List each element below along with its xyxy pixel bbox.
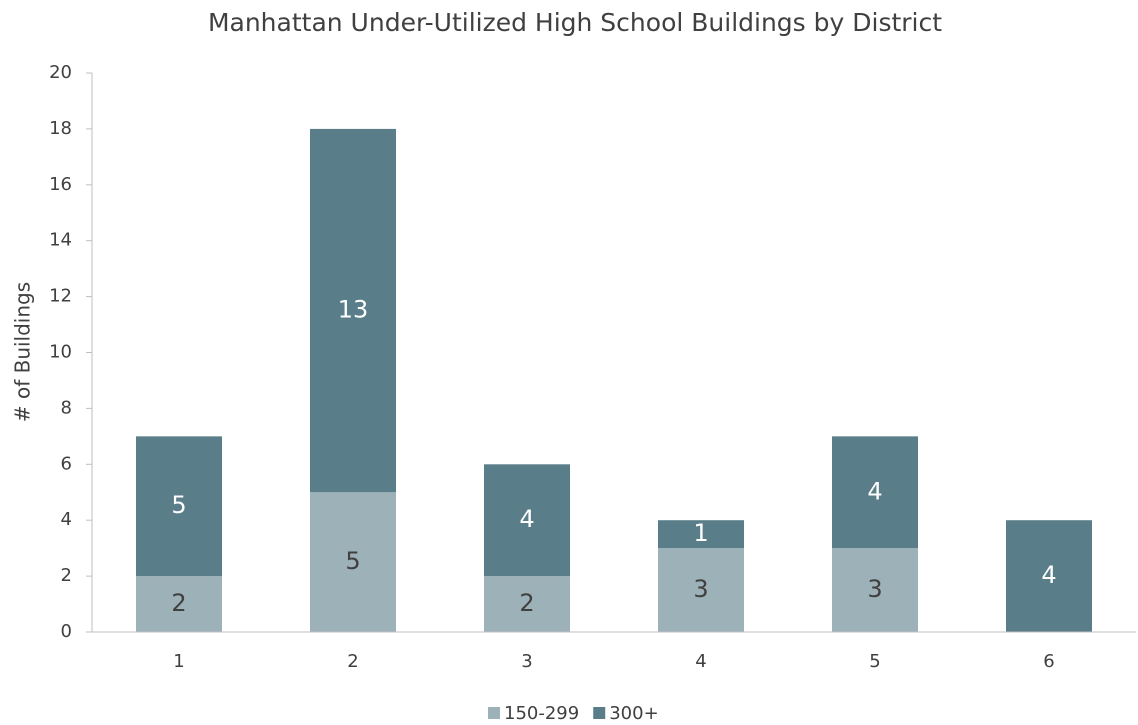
bar-segment — [136, 436, 222, 577]
x-tick-label: 5 — [869, 651, 880, 672]
bar-segment — [658, 520, 744, 549]
legend-swatch — [593, 707, 606, 719]
data-label: 2 — [519, 589, 534, 617]
y-tick-label: 20 — [49, 62, 72, 83]
legend-label: 300+ — [609, 703, 658, 724]
y-tick-label: 8 — [61, 397, 72, 418]
data-label: 3 — [867, 575, 882, 603]
y-tick-label: 18 — [49, 118, 72, 139]
bar-segment — [136, 576, 222, 632]
data-label: 4 — [519, 505, 534, 533]
data-label: 4 — [867, 477, 882, 505]
x-tick-label: 4 — [695, 651, 706, 672]
y-tick-label: 2 — [61, 565, 72, 586]
x-tick-label: 2 — [347, 651, 358, 672]
bar-segment — [310, 492, 396, 632]
bar-segment — [832, 548, 918, 632]
legend-label: 150-299 — [504, 703, 579, 724]
y-axis-label: # of Buildings — [11, 282, 35, 422]
bar-segment — [484, 464, 570, 577]
bar-segment — [658, 548, 744, 632]
y-tick-label: 10 — [49, 342, 72, 363]
bar-segment — [310, 128, 396, 493]
x-tick-label: 1 — [173, 651, 184, 672]
bar-segment — [1006, 520, 1092, 632]
y-tick-label: 16 — [49, 174, 72, 195]
data-label: 5 — [171, 491, 186, 519]
data-label: 13 — [338, 296, 369, 324]
y-tick-label: 12 — [49, 286, 72, 307]
data-label: 3 — [693, 575, 708, 603]
bar-segment — [832, 436, 918, 549]
chart-title: Manhattan Under-Utilized High School Bui… — [208, 8, 942, 37]
bar-segment — [484, 576, 570, 632]
data-label: 2 — [171, 589, 186, 617]
x-tick-label: 3 — [521, 651, 532, 672]
y-tick-label: 6 — [61, 453, 72, 474]
data-label: 5 — [345, 547, 360, 575]
x-tick-label: 6 — [1043, 651, 1054, 672]
y-tick-label: 14 — [49, 230, 72, 251]
legend-swatch — [488, 707, 500, 719]
y-tick-label: 0 — [61, 621, 72, 642]
y-tick-label: 4 — [61, 509, 72, 530]
data-label: 1 — [693, 519, 708, 547]
data-label: 4 — [1041, 561, 1056, 589]
